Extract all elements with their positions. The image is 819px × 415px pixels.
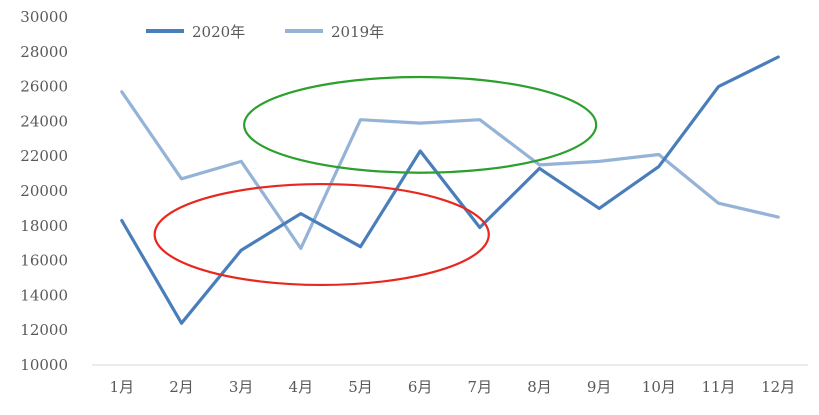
y-tick-label: 30000 — [20, 8, 68, 26]
legend-label: 2019年 — [331, 23, 384, 41]
y-tick-label: 10000 — [20, 356, 68, 374]
legend-label: 2020年 — [192, 23, 245, 41]
annotation-ellipse — [243, 75, 598, 174]
x-tick-label: 5月 — [348, 378, 373, 396]
x-tick-label: 2月 — [169, 378, 194, 396]
x-tick-label: 11月 — [701, 378, 735, 396]
y-tick-label: 18000 — [20, 217, 68, 235]
series-line — [120, 55, 780, 325]
series-lines — [120, 55, 780, 325]
y-tick-label: 22000 — [20, 147, 68, 165]
y-tick-label: 28000 — [20, 43, 68, 61]
annotation-ellipse — [153, 182, 490, 287]
x-tick-label: 8月 — [527, 378, 552, 396]
x-tick-label: 12月 — [761, 378, 795, 396]
x-tick-label: 1月 — [110, 378, 135, 396]
legend: 2020年 2019年 — [146, 23, 384, 41]
x-tick-label: 6月 — [408, 378, 433, 396]
annotation-ellipses — [153, 75, 598, 287]
x-tick-label: 3月 — [229, 378, 254, 396]
y-tick-label: 20000 — [20, 182, 68, 200]
y-tick-label: 24000 — [20, 112, 68, 130]
x-tick-label: 9月 — [587, 378, 612, 396]
y-tick-label: 16000 — [20, 252, 68, 270]
series-line — [120, 90, 780, 250]
y-tick-label: 12000 — [20, 321, 68, 339]
x-tick-label: 4月 — [289, 378, 314, 396]
x-tick-label: 10月 — [642, 378, 676, 396]
y-tick-label: 26000 — [20, 78, 68, 96]
x-axis-ticks: 1月 2月 3月 4月 5月 6月 7月 8月 9月 10月 11月 12月 — [110, 378, 796, 396]
x-tick-label: 7月 — [468, 378, 493, 396]
y-axis-ticks: 10000 12000 14000 16000 18000 20000 22000 24000… — [20, 8, 68, 374]
y-tick-label: 14000 — [20, 286, 68, 304]
